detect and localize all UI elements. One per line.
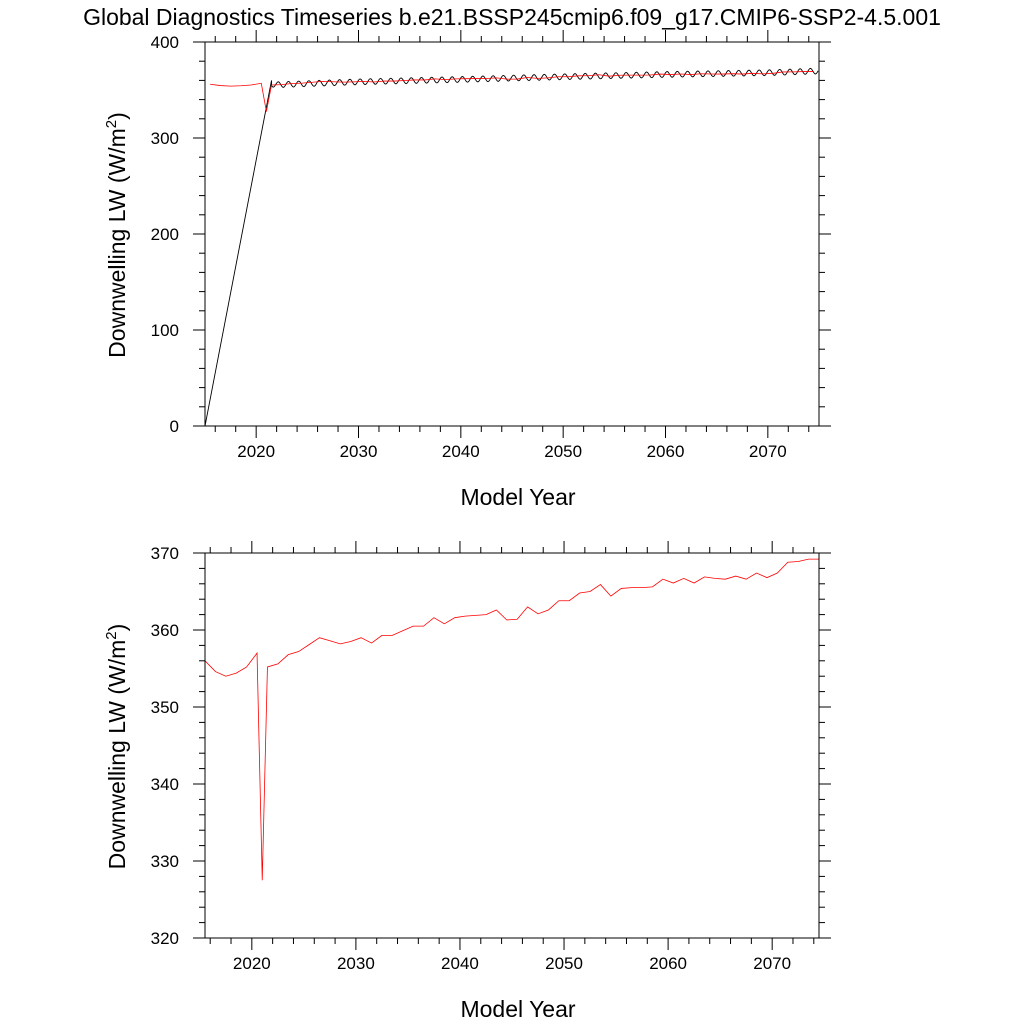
y-tick-label: 400 bbox=[151, 33, 179, 52]
plot-frame bbox=[204, 552, 820, 939]
y-tick-label: 100 bbox=[151, 321, 179, 340]
y-tick-label: 200 bbox=[151, 225, 179, 244]
chart-panel-2: 2020 2030 2040 2050 2060 2070 320 330 340 350 360 3… bbox=[103, 541, 831, 1022]
y-tick-label: 330 bbox=[151, 852, 179, 871]
x-tick-label: 2030 bbox=[340, 442, 378, 461]
series-line-1 bbox=[205, 558, 819, 881]
plot-frame bbox=[204, 41, 820, 427]
y-axis-label: Downwelling LW (W/m2) bbox=[103, 624, 130, 870]
y-tick-label: 360 bbox=[151, 621, 179, 640]
x-tick-label: 2040 bbox=[442, 442, 480, 461]
x-tick-label: 2020 bbox=[233, 954, 271, 973]
y-tick-label: 0 bbox=[170, 417, 179, 436]
x-axis-label: Model Year bbox=[460, 996, 575, 1022]
x-tick-label: 2070 bbox=[749, 442, 787, 461]
series-line-1 bbox=[205, 67, 819, 426]
y-tick-label: 300 bbox=[151, 129, 179, 148]
y-tick-label: 350 bbox=[151, 698, 179, 717]
x-tick-label: 2030 bbox=[337, 954, 375, 973]
x-tick-label: 2050 bbox=[544, 442, 582, 461]
chart-panel-1: 2020 2030 2040 2050 2060 2070 0 100 200 300 400 Mod… bbox=[103, 30, 831, 510]
x-tick-label: 2040 bbox=[441, 954, 479, 973]
y-tick-label: 370 bbox=[151, 544, 179, 563]
y-tick-label: 340 bbox=[151, 775, 179, 794]
chart-title: Global Diagnostics Timeseries b.e21.BSSP… bbox=[83, 4, 941, 30]
x-axis-label: Model Year bbox=[460, 484, 575, 510]
x-tick-label: 2060 bbox=[647, 442, 685, 461]
x-tick-label: 2070 bbox=[753, 954, 791, 973]
x-tick-label: 2050 bbox=[545, 954, 583, 973]
series-group bbox=[205, 67, 819, 426]
x-tick-label: 2020 bbox=[237, 442, 275, 461]
y-tick-label: 320 bbox=[151, 929, 179, 948]
series-line-2 bbox=[210, 71, 814, 112]
y-axis-label: Downwelling LW (W/m2) bbox=[103, 112, 130, 358]
x-tick-label: 2060 bbox=[649, 954, 687, 973]
series-group bbox=[205, 558, 819, 881]
